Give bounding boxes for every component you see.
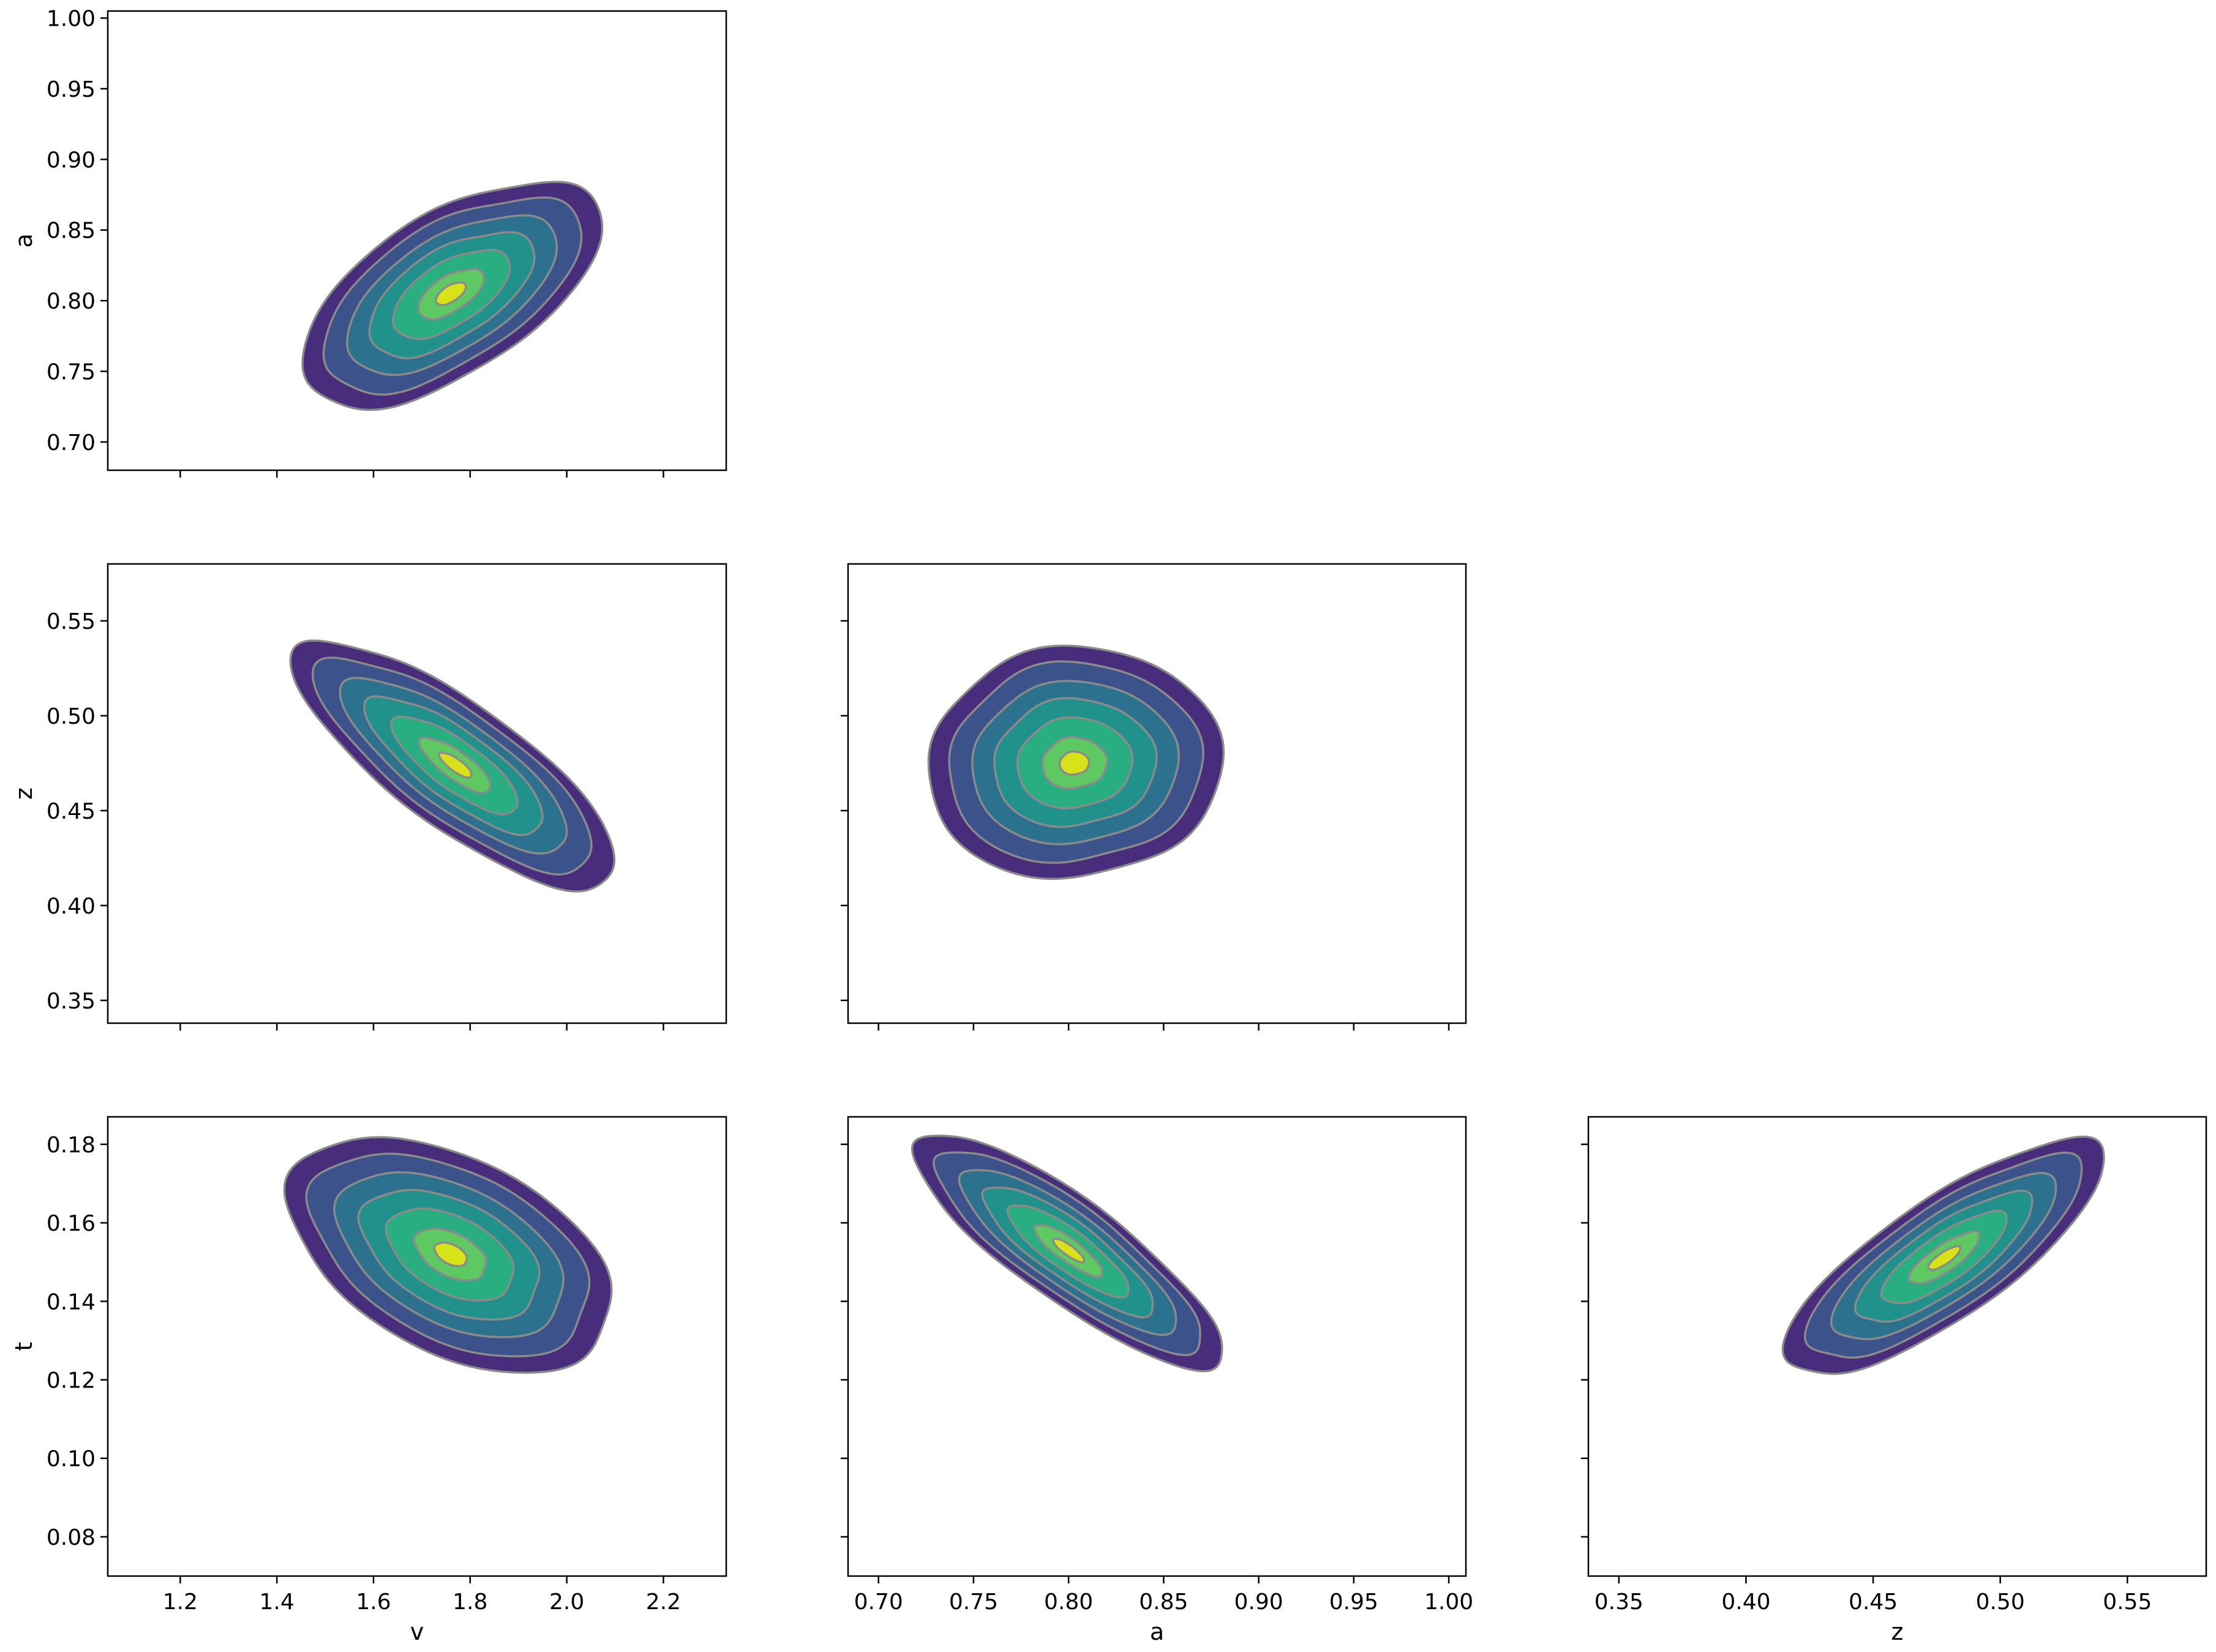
contour-group [911, 1135, 1223, 1373]
contour-peak [435, 281, 467, 307]
y-tick-label: 0.45 [47, 799, 96, 824]
y-tick-label: 0.16 [47, 1211, 96, 1236]
contour-group [289, 639, 616, 893]
y-tick-label: 0.55 [47, 609, 96, 634]
x-tick-label: 1.6 [356, 1590, 391, 1615]
panel-z-vs-t: 0.35 0.40 0.45 0.50 0.55 z [1581, 1116, 2207, 1645]
y-tick-label: 0.90 [47, 148, 96, 173]
x-tick-label: 0.35 [1594, 1590, 1643, 1615]
x-tick-label: 0.90 [1234, 1590, 1283, 1615]
panel-v-vs-a: 0.70 0.75 0.80 0.85 0.90 0.95 1.00 a [10, 7, 727, 478]
x-tick-label: 0.50 [1976, 1590, 2025, 1615]
axes-frame [107, 10, 727, 471]
y-tick-label: 0.70 [47, 430, 96, 456]
panel-a-vs-z [841, 563, 1467, 1031]
contour-peak [1051, 1237, 1085, 1264]
panel-a-vs-t: 0.70 0.75 0.80 0.85 0.90 0.95 1.00 a [841, 1116, 1473, 1645]
x-tick-label: 0.70 [854, 1590, 903, 1615]
x-tick-label: 1.8 [453, 1590, 487, 1615]
x-tick-label: 0.80 [1044, 1590, 1093, 1615]
y-tick-label: 0.95 [47, 77, 96, 102]
y-axis-label: z [10, 787, 37, 800]
contour-group [283, 1136, 613, 1374]
y-tick-label: 1.00 [47, 7, 96, 32]
x-tick-label: 0.75 [949, 1590, 998, 1615]
panels-group: 0.70 0.75 0.80 0.85 0.90 0.95 1.00 a 0.35 0.40 0.4… [10, 7, 2207, 1645]
y-tick-label: 0.80 [47, 289, 96, 314]
y-tick-label: 0.35 [47, 989, 96, 1014]
axes-frame [1587, 1116, 2207, 1577]
contour-peak [438, 751, 473, 779]
contour-peak [433, 1241, 468, 1267]
x-axis-label: v [410, 1618, 424, 1645]
x-tick-label: 1.00 [1424, 1590, 1473, 1615]
x-tick-label: 1.2 [163, 1590, 198, 1615]
y-tick-label: 0.40 [47, 894, 96, 919]
contour-peak [1927, 1245, 1962, 1271]
x-tick-label: 0.85 [1139, 1590, 1188, 1615]
x-tick-label: 0.55 [2103, 1590, 2152, 1615]
y-tick-label: 0.18 [47, 1133, 96, 1158]
y-tick-label: 0.50 [47, 704, 96, 729]
y-tick-label: 0.85 [47, 219, 96, 244]
y-axis-label: t [10, 1342, 37, 1351]
y-tick-label: 0.75 [47, 359, 96, 385]
axes-frame [847, 1116, 1467, 1577]
contour-peak [1058, 750, 1091, 776]
x-tick-label: 1.4 [260, 1590, 295, 1615]
y-tick-label: 0.14 [47, 1290, 96, 1315]
y-tick-label: 0.08 [47, 1525, 96, 1550]
x-axis-label: z [1891, 1618, 1904, 1645]
panel-v-vs-z: 0.35 0.40 0.45 0.50 0.55 z [10, 563, 727, 1031]
axes-frame [107, 1116, 727, 1577]
y-axis-label: a [10, 233, 37, 247]
x-tick-label: 2.2 [646, 1590, 681, 1615]
contour-group [927, 644, 1225, 880]
x-axis-label: a [1150, 1618, 1164, 1645]
y-tick-label: 0.10 [47, 1447, 96, 1472]
x-tick-label: 0.45 [1849, 1590, 1898, 1615]
contour-group [301, 181, 604, 411]
x-tick-label: 2.0 [549, 1590, 584, 1615]
x-tick-label: 0.40 [1721, 1590, 1770, 1615]
axes-frame [107, 563, 727, 1024]
panel-v-vs-t: 1.2 1.4 1.6 1.8 2.0 2.2 0.08 0.10 0.12 0.14 0.16 0.… [10, 1116, 727, 1645]
x-tick-label: 0.95 [1329, 1590, 1378, 1615]
axes-frame [847, 563, 1467, 1024]
contour-group [1781, 1135, 2105, 1375]
y-tick-label: 0.12 [47, 1368, 96, 1393]
